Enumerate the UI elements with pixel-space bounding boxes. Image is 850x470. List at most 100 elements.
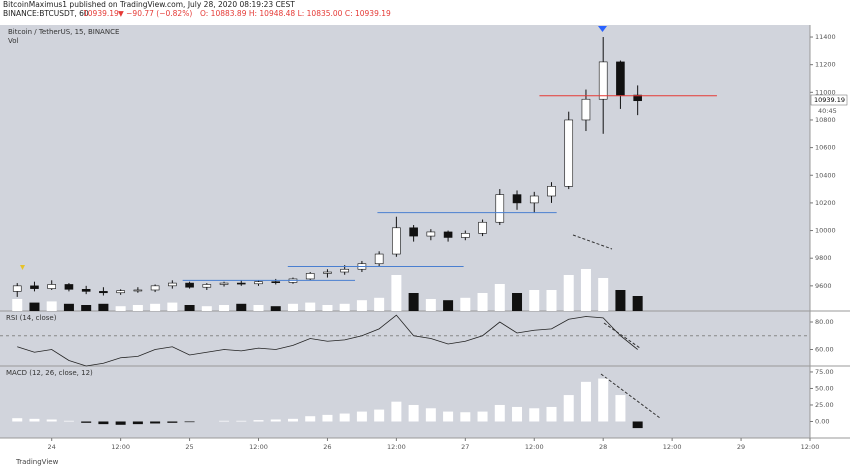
macd-bar [408, 404, 419, 422]
candle-body [12, 285, 22, 292]
candle-body [47, 284, 57, 289]
candle-body [512, 194, 522, 204]
macd-bar [167, 421, 178, 423]
volume-bar [632, 296, 643, 311]
volume-bar [12, 299, 23, 311]
macd-bar [63, 420, 74, 422]
candle-body [478, 221, 487, 234]
volume-bar [29, 302, 40, 311]
candle-body [219, 282, 229, 285]
volume-bar [305, 302, 316, 311]
y-tick-label: 80.00 [815, 318, 834, 326]
pane-title: Bitcoin / TetherUS, 15, BINANCE [8, 28, 119, 36]
macd-bar [494, 404, 505, 422]
y-tick-label: 10200 [815, 199, 836, 207]
y-tick-label: 11200 [815, 61, 836, 69]
x-tick-label: 26 [323, 443, 331, 451]
macd-bar [184, 421, 195, 423]
macd-bar [477, 411, 488, 422]
macd-bar [460, 412, 471, 422]
macd-bar [546, 406, 557, 422]
x-tick-label: 25 [185, 443, 193, 451]
volume-bar [167, 302, 178, 311]
rsi-title: RSI (14, close) [6, 314, 57, 322]
y-tick-label: 11400 [815, 33, 836, 41]
macd-bar [270, 419, 281, 422]
y-tick-label: 0.00 [815, 417, 829, 425]
price-tag-text: 10939.19 [814, 96, 845, 104]
drawn-arrow [603, 322, 641, 349]
rsi-line [17, 314, 638, 367]
candle-body [236, 282, 246, 285]
y-tick-label: 25.00 [815, 401, 834, 409]
candle-body [409, 227, 418, 237]
x-tick-label: 12:00 [663, 443, 682, 451]
candle-body [254, 281, 263, 285]
marker [598, 26, 607, 32]
x-tick-label: 12:00 [249, 443, 268, 451]
macd-bar [81, 421, 92, 423]
candle-body [564, 119, 574, 187]
macd-bar [287, 418, 298, 422]
y-tick-label: 10600 [815, 144, 836, 152]
macd-bar [598, 378, 609, 422]
publisher-line: BitcoinMaximus1 published on TradingView… [3, 0, 295, 9]
macd-bar [615, 395, 626, 422]
x-tick-label: 12:00 [801, 443, 820, 451]
candle-body [168, 282, 177, 287]
macd-bar [632, 421, 643, 429]
footer: TradingView [15, 458, 59, 466]
y-tick-label: 60.00 [815, 346, 834, 354]
y-tick-label: 10800 [815, 116, 836, 124]
volume-bar [391, 275, 402, 311]
volume-bar [184, 305, 195, 311]
macd-bar [339, 413, 350, 422]
macd-bar [391, 401, 402, 422]
volume-bar [132, 305, 143, 311]
x-tick-label: 12:00 [111, 443, 130, 451]
volume-bar [408, 293, 419, 311]
volume-bar [46, 301, 57, 311]
volume-bar [563, 275, 574, 311]
volume-bar [253, 305, 264, 311]
candle-body [616, 61, 625, 96]
candle-body [271, 281, 281, 283]
candle-body [133, 289, 143, 292]
macd-bar [512, 406, 523, 422]
volume-bar [425, 299, 436, 311]
candle-body [443, 231, 453, 238]
macd-bar [46, 419, 57, 422]
candle-body [116, 290, 125, 294]
x-tick-label: 29 [737, 443, 745, 451]
candle-body [495, 194, 505, 223]
drawn-arrow [572, 234, 613, 250]
y-tick-label: 75.00 [815, 368, 834, 376]
macd-bar [322, 414, 333, 422]
volume-bar [374, 297, 385, 311]
candle-body [64, 284, 74, 290]
candle-body [426, 231, 436, 237]
volume-bar [63, 303, 74, 311]
chart-area [0, 25, 810, 438]
macd-bar [150, 421, 161, 424]
macd-bar [443, 411, 454, 422]
x-tick-label: 12:00 [387, 443, 406, 451]
macd-bar [529, 408, 540, 422]
volume-bar [322, 305, 333, 311]
volume-bar [236, 303, 247, 311]
volume-bar [477, 293, 488, 311]
macd-bar [115, 421, 126, 425]
volume-bar [580, 269, 591, 311]
candle-body [392, 227, 401, 255]
volume-bar [615, 290, 626, 311]
symbol: BINANCE:BTCUSDT, 60 [3, 9, 89, 18]
candle-body [150, 285, 160, 291]
candle-body [99, 291, 108, 294]
macd-bar [305, 416, 316, 422]
volume-bar [201, 306, 212, 311]
candle-body [323, 271, 332, 274]
y-tick-label: 11000 [815, 88, 836, 96]
y-tick-label: 9800 [815, 254, 832, 262]
candle-body [305, 273, 315, 280]
